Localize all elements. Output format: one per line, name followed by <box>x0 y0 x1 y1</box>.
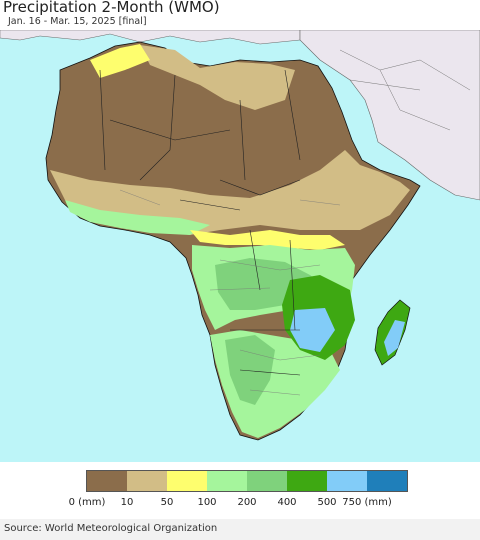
legend-tick-label: 50 <box>160 497 174 508</box>
europe-landmass <box>0 30 301 45</box>
legend-swatch-3 <box>207 471 247 491</box>
legend-swatch-7 <box>367 471 407 491</box>
legend-tick-label: 10 <box>120 497 134 508</box>
madagascar-blue <box>384 320 405 356</box>
legend-tick-label: 0 (mm) <box>68 497 106 508</box>
source-credit: Source: World Meteorological Organizatio… <box>4 523 218 534</box>
north-yellow-zone <box>90 44 150 78</box>
legend-swatch-4 <box>247 471 287 491</box>
legend-swatch-0 <box>87 471 127 491</box>
middle-east-landmass <box>299 30 480 201</box>
footer: Source: World Meteorological Organizatio… <box>0 519 480 540</box>
central-yellow-band <box>190 230 345 250</box>
province-borders <box>119 189 341 396</box>
legend-tick-label: 400 <box>277 497 297 508</box>
legend-tick-label: 500 <box>317 497 337 508</box>
map-subtitle: Jan. 16 - Mar. 15, 2025 [final] <box>8 16 147 27</box>
legend-tick-label: 200 <box>237 497 257 508</box>
legend-swatch-1 <box>127 471 167 491</box>
country-borders <box>99 69 301 376</box>
legend-tick-label: 750 (mm) <box>342 497 392 508</box>
legend-swatch-6 <box>327 471 367 491</box>
southern-medium-green <box>225 335 275 405</box>
guinea-light-green <box>65 200 210 235</box>
map-title: Precipitation 2-Month (WMO) <box>3 0 220 16</box>
mozambique-light-blue <box>290 308 335 352</box>
sahel-tan-band <box>50 150 410 235</box>
legend-swatch-2 <box>167 471 207 491</box>
legend-colorbar <box>86 470 408 492</box>
legend-tick-label: 100 <box>197 497 217 508</box>
precipitation-map <box>0 30 480 462</box>
sahara-tan-zone <box>140 45 295 110</box>
arabian-borders <box>339 49 471 131</box>
legend-swatch-5 <box>287 471 327 491</box>
